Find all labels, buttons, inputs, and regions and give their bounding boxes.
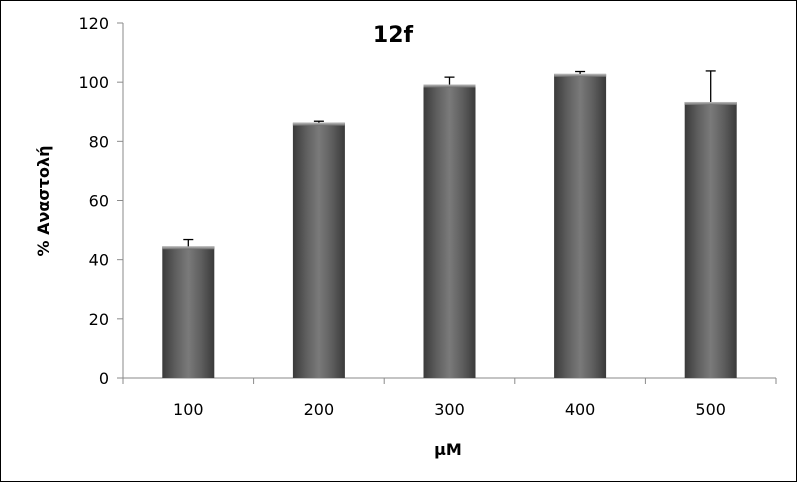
bar-top-highlight <box>684 101 737 105</box>
x-tick-label: 200 <box>304 400 335 419</box>
bar <box>684 101 737 379</box>
bar <box>162 246 215 378</box>
y-tick-label: 120 <box>78 14 109 33</box>
x-tick-label: 500 <box>695 400 726 419</box>
y-tick-label: 100 <box>78 73 109 92</box>
bar-top-highlight <box>162 246 215 250</box>
y-tick-label: 60 <box>89 192 109 211</box>
bar-top-highlight <box>423 84 476 88</box>
bar-top-highlight <box>292 122 345 126</box>
x-tick-label: 100 <box>173 400 204 419</box>
bar <box>554 73 607 378</box>
x-axis-title: μM <box>434 440 462 459</box>
y-tick-label: 0 <box>99 369 109 388</box>
bar-top-highlight <box>554 73 607 77</box>
y-tick-label: 20 <box>89 310 109 329</box>
y-tick-label: 80 <box>89 132 109 151</box>
y-axis-title: % Αναστολή <box>34 145 53 256</box>
plot-area: 0 20 40 60 80 100 120 100 200 300 400 500 <box>78 14 777 419</box>
bar <box>292 122 345 378</box>
x-tick-label: 400 <box>565 400 596 419</box>
chart-title: 12f <box>373 23 414 48</box>
y-tick-label: 40 <box>89 251 109 270</box>
bar <box>423 84 476 379</box>
x-tick-label: 300 <box>434 400 465 419</box>
